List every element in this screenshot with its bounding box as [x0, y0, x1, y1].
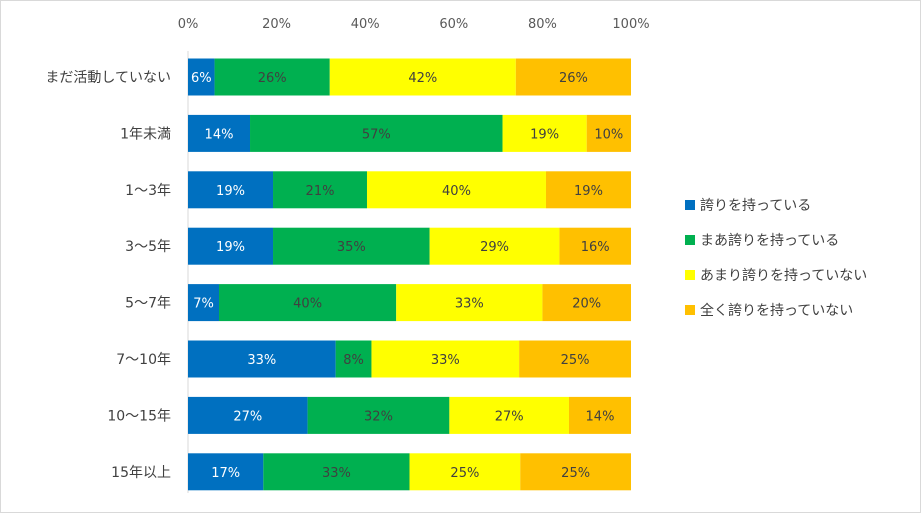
category-label: 3～5年 — [125, 239, 171, 255]
legend-label: まあ誇りを持っている — [700, 233, 839, 249]
category-label: 5～7年 — [125, 296, 171, 312]
bar-segment — [307, 396, 450, 434]
data-label: 19% — [216, 240, 245, 255]
data-label: 7% — [193, 297, 214, 312]
category-label: 1年未満 — [120, 126, 171, 142]
x-tick-label: 20% — [262, 17, 291, 32]
bar-segment — [188, 58, 215, 96]
category-label: 10～15年 — [107, 408, 171, 424]
data-label: 35% — [337, 240, 366, 255]
bar-segment — [502, 114, 587, 152]
bar-segment — [214, 58, 330, 96]
data-label: 25% — [450, 466, 479, 481]
data-label: 40% — [442, 184, 471, 199]
data-label: 21% — [306, 184, 335, 199]
legend-swatch — [685, 200, 695, 210]
legend-swatch — [685, 305, 695, 315]
data-label: 19% — [530, 127, 559, 142]
bar-segment — [188, 227, 274, 265]
bar-segment — [586, 114, 631, 152]
data-label: 8% — [343, 353, 364, 368]
bar-segment — [273, 227, 430, 265]
bars: 6% 26% 42% 26% 14% 57% 19% 10% 19% 21% 40% 19% 19% 35… — [188, 58, 631, 491]
x-tick-label: 60% — [439, 17, 468, 32]
legend-label: 全く誇りを持っていない — [700, 302, 853, 319]
bar-segment — [396, 284, 543, 322]
bar-segment — [520, 453, 631, 491]
bar-segment — [515, 58, 631, 96]
data-label: 29% — [480, 240, 509, 255]
legend-label: 誇りを持っている — [700, 198, 811, 214]
bar-segment — [188, 453, 264, 491]
data-label: 25% — [561, 466, 590, 481]
bar-segment — [329, 58, 516, 96]
data-label: 32% — [364, 409, 393, 424]
legend-swatch — [685, 235, 695, 245]
data-label: 33% — [247, 353, 276, 368]
x-tick-label: 0% — [178, 17, 199, 32]
bar-segment — [219, 284, 397, 322]
data-label: 6% — [191, 71, 212, 86]
data-label: 33% — [431, 353, 460, 368]
bar-segment — [542, 284, 631, 322]
data-label: 33% — [322, 466, 351, 481]
legend: 誇りを持っているまあ誇りを持っているあまり誇りを持っていない全く誇りを持っていな… — [685, 198, 867, 319]
data-label: 26% — [559, 71, 588, 86]
x-axis-ticks: 0% 20% 40% 60% 80% 100% — [178, 17, 650, 32]
category-labels: まだ活動していない 1年未満 1～3年 3～5年 5～7年 7～10年 10～15年 15年以… — [45, 70, 171, 481]
bar-segment — [188, 396, 308, 434]
data-label: 19% — [574, 184, 603, 199]
bar-segment — [250, 114, 503, 152]
bar-segment — [188, 340, 336, 378]
bar-segment — [409, 453, 521, 491]
data-label: 14% — [205, 127, 234, 142]
bar-segment — [273, 171, 367, 209]
data-label: 25% — [561, 353, 590, 368]
bar-segment — [188, 284, 220, 322]
category-label: まだ活動していない — [45, 70, 171, 86]
category-label: 15年以上 — [111, 465, 171, 481]
bar-segment — [568, 396, 631, 434]
bar-segment — [559, 227, 631, 265]
x-tick-label: 80% — [528, 17, 557, 32]
data-label: 27% — [495, 409, 524, 424]
legend-swatch — [685, 270, 695, 280]
legend-label: あまり誇りを持っていない — [700, 268, 867, 284]
data-label: 16% — [581, 240, 610, 255]
bar-segment — [429, 227, 560, 265]
data-label: 20% — [572, 297, 601, 312]
category-label: 7～10年 — [116, 352, 171, 368]
data-label: 40% — [293, 297, 322, 312]
bar-segment — [188, 171, 274, 209]
bar-segment — [366, 171, 546, 209]
bar-segment — [449, 396, 569, 434]
data-label: 57% — [362, 127, 391, 142]
category-label: 1～3年 — [125, 183, 171, 199]
x-tick-label: 40% — [351, 17, 380, 32]
data-label: 14% — [586, 409, 615, 424]
data-label: 42% — [408, 71, 437, 86]
bar-segment — [545, 171, 631, 209]
data-label: 33% — [455, 297, 484, 312]
data-label: 19% — [216, 184, 245, 199]
data-label: 10% — [594, 127, 623, 142]
bar-segment — [335, 340, 372, 378]
bar-segment — [371, 340, 520, 378]
data-label: 17% — [211, 466, 240, 481]
data-label: 27% — [233, 409, 262, 424]
data-label: 26% — [258, 71, 287, 86]
bar-segment — [519, 340, 631, 378]
x-tick-label: 100% — [612, 17, 649, 32]
bar-segment — [188, 114, 251, 152]
bar-segment — [263, 453, 410, 491]
